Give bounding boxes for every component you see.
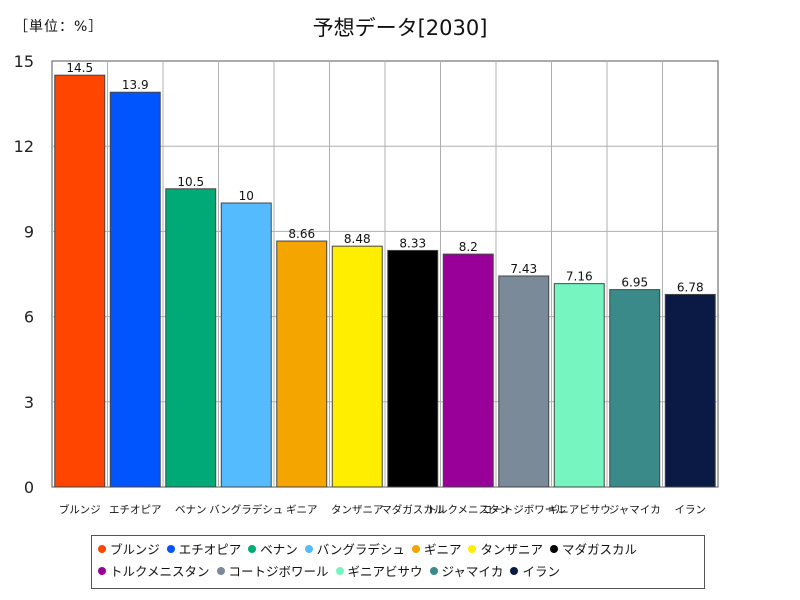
bar-10 xyxy=(553,283,605,488)
y-tick-label: 0 xyxy=(24,478,34,497)
y-tick-label: 9 xyxy=(24,222,34,241)
legend-swatch xyxy=(411,545,420,553)
legend-entry: ベナン xyxy=(248,539,298,561)
bar-1 xyxy=(54,74,106,488)
legend-swatch xyxy=(216,567,225,575)
x-tick-label: トルクメニスタン xyxy=(426,504,510,516)
data-label: 7.16 xyxy=(566,270,593,284)
y-tick-label: 3 xyxy=(24,393,34,412)
legend-entry: タンザニア xyxy=(468,539,543,561)
data-label: 8.2 xyxy=(459,240,478,254)
legend-entry: ギニア xyxy=(411,539,462,561)
data-label: 8.33 xyxy=(399,236,426,250)
legend-label: トルクメニスタン xyxy=(110,564,210,579)
bar-11 xyxy=(609,289,661,488)
legend-entry: コートジボワール xyxy=(216,561,329,583)
x-tick-label: ブルンジ xyxy=(59,503,101,516)
data-label: 14.5 xyxy=(66,61,93,75)
legend-swatch xyxy=(335,567,344,575)
bar-4 xyxy=(220,202,272,488)
data-label: 7.43 xyxy=(510,262,537,276)
legend-swatch xyxy=(429,567,438,575)
data-label: 6.78 xyxy=(677,280,704,294)
legend-entry: ギニアビサウ xyxy=(335,561,423,583)
legend-swatch xyxy=(98,545,106,553)
bar-6 xyxy=(331,245,383,488)
legend-swatch xyxy=(166,545,175,553)
legend-label: ジャマイカ xyxy=(441,564,504,579)
legend-entry: ブルンジ xyxy=(98,539,160,561)
x-tick-label: イラン xyxy=(675,504,707,516)
legend-label: マダガスカル xyxy=(561,542,637,557)
bar-3 xyxy=(165,188,217,488)
chart-title: 予想データ[2030] xyxy=(312,16,488,40)
legend-label: エチオピア xyxy=(178,542,242,557)
legend-label: ブルンジ xyxy=(110,542,160,557)
data-label: 10.5 xyxy=(177,175,204,189)
x-tick-label: エチオピア xyxy=(109,504,162,516)
bar-7 xyxy=(387,249,439,488)
unit-label: ［単位：%］ xyxy=(14,19,104,35)
legend-entry: ジャマイカ xyxy=(429,561,504,583)
legend-entry: トルクメニスタン xyxy=(98,561,210,583)
x-tick-label: マダガスカル xyxy=(381,503,444,516)
x-tick-label: ギニアビサウ xyxy=(548,504,611,516)
legend-label: イラン xyxy=(522,564,560,579)
x-tick-label: ベナン xyxy=(175,504,207,516)
bar-2 xyxy=(109,91,161,488)
legend-label: タンザニア xyxy=(480,542,543,557)
legend-entry: マダガスカル xyxy=(549,539,637,561)
legend-label: ギニアビサウ xyxy=(347,564,423,579)
x-tick-label: ギニア xyxy=(286,504,318,516)
y-tick-label: 15 xyxy=(14,52,34,71)
legend-label: ベナン xyxy=(260,542,298,557)
legend-entry: イラン xyxy=(510,561,560,583)
legend: ブルンジ エチオピア ベナン バングラデシュ ギニア タンザニア マダガスカルトルクメニスタ… xyxy=(91,535,705,589)
legend-label: コートジボワール xyxy=(228,564,329,579)
data-label: 10 xyxy=(239,189,254,203)
x-tick-label: タンザニア xyxy=(331,504,384,516)
legend-label: ギニア xyxy=(423,542,462,557)
data-label: 6.95 xyxy=(621,276,648,290)
y-tick-label: 6 xyxy=(24,308,34,327)
legend-swatch xyxy=(468,545,477,553)
bar-8 xyxy=(442,253,494,488)
data-label: 13.9 xyxy=(122,78,149,92)
legend-swatch xyxy=(549,545,558,553)
legend-entry: エチオピア xyxy=(166,539,242,561)
bar-9 xyxy=(498,275,550,488)
legend-swatch xyxy=(98,567,106,575)
data-label: 8.48 xyxy=(344,232,371,246)
legend-swatch xyxy=(248,545,257,553)
x-tick-label: ジャマイカ xyxy=(609,504,661,516)
legend-swatch xyxy=(304,545,313,553)
legend-label: バングラデシュ xyxy=(316,542,405,557)
bar-12 xyxy=(664,293,716,488)
y-tick-label: 12 xyxy=(14,137,34,156)
x-tick-label: コートジボワール xyxy=(482,504,566,516)
legend-entry: バングラデシュ xyxy=(304,539,405,561)
legend-swatch xyxy=(510,567,519,575)
bar-5 xyxy=(276,240,328,488)
data-label: 8.66 xyxy=(288,227,315,241)
x-tick-label: バングラデシュ xyxy=(209,503,283,516)
